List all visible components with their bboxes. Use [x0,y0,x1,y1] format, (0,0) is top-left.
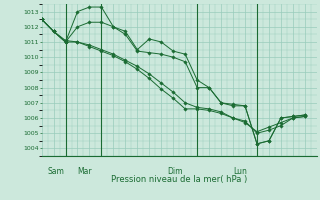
Text: Lun: Lun [233,167,247,176]
Text: Sam: Sam [48,167,64,176]
X-axis label: Pression niveau de la mer( hPa ): Pression niveau de la mer( hPa ) [111,175,247,184]
Text: Dim: Dim [167,167,183,176]
Text: Mar: Mar [77,167,92,176]
